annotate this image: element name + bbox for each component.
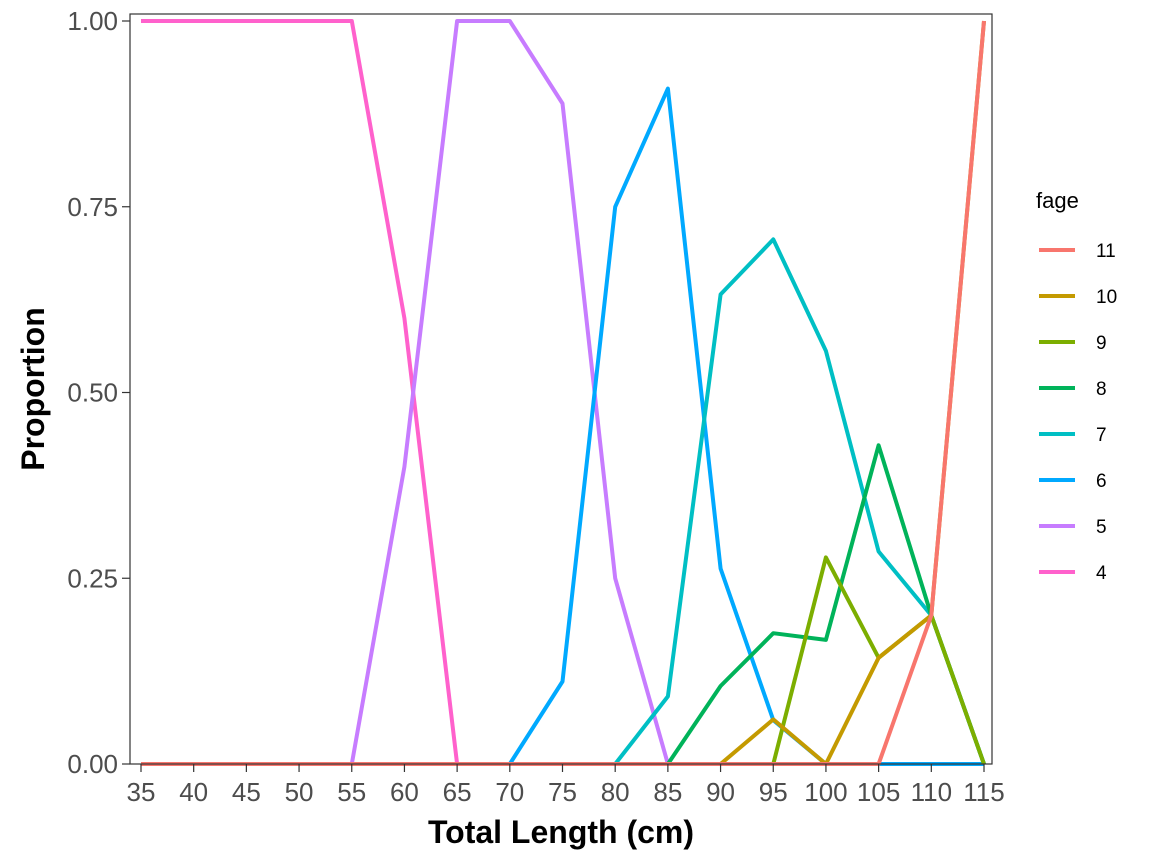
legend-item-9: 9 <box>1039 333 1107 354</box>
y-tick-label: 1.00 <box>67 6 118 36</box>
legend-label: 11 <box>1096 241 1116 262</box>
x-tick-label: 45 <box>232 777 261 807</box>
x-tick-label: 100 <box>804 777 847 807</box>
series-line-9 <box>141 555 986 766</box>
legend-item-11: 11 <box>1039 241 1116 262</box>
x-tick-label: 110 <box>911 777 952 807</box>
legend-label: 6 <box>1096 471 1107 492</box>
legend-label: 4 <box>1096 563 1107 584</box>
x-tick-label: 65 <box>443 777 472 807</box>
series-line-5 <box>141 19 984 766</box>
y-tick-label: 0.00 <box>67 749 118 779</box>
x-tick-label: 40 <box>179 777 208 807</box>
x-tick-label: 60 <box>390 777 419 807</box>
legend-item-8: 8 <box>1039 379 1107 400</box>
y-tick-label: 0.50 <box>67 378 118 408</box>
legend-item-6: 6 <box>1039 471 1107 492</box>
series-line-6 <box>141 86 984 766</box>
legend-label: 9 <box>1096 333 1107 354</box>
x-axis-title: Total Length (cm) <box>428 814 694 850</box>
legend-item-10: 10 <box>1039 287 1117 308</box>
legend-label: 8 <box>1096 379 1107 400</box>
x-tick-label: 105 <box>857 777 900 807</box>
x-tick-label: 115 <box>963 777 1004 807</box>
x-tick-label: 90 <box>706 777 735 807</box>
legend-title: fage <box>1036 188 1079 213</box>
legend-label: 7 <box>1096 425 1107 446</box>
y-tick-label: 0.25 <box>67 563 118 593</box>
plot-panel-border <box>129 13 993 765</box>
legend-item-7: 7 <box>1039 425 1107 446</box>
y-axis-title: Proportion <box>15 307 51 471</box>
x-tick-label: 85 <box>653 777 682 807</box>
x-tick-label: 95 <box>759 777 788 807</box>
legend-item-4: 4 <box>1039 563 1107 584</box>
legend: fage 11 10 9 8 7 6 5 4 <box>1036 188 1117 584</box>
series-line-8 <box>141 443 986 766</box>
series-line-11 <box>141 20 986 766</box>
legend-label: 5 <box>1096 517 1107 538</box>
y-tick-label: 0.75 <box>67 192 118 222</box>
series-lines <box>141 19 986 766</box>
x-tick-label: 75 <box>548 777 577 807</box>
x-tick-label: 35 <box>127 777 156 807</box>
legend-item-5: 5 <box>1039 517 1107 538</box>
x-axis: 35 40 45 50 55 60 65 70 75 80 85 90 95 100 105 110 115 <box>127 764 1005 807</box>
x-tick-label: 80 <box>601 777 630 807</box>
series-line-4 <box>141 19 984 766</box>
x-tick-label: 70 <box>495 777 524 807</box>
series-line-7 <box>141 237 986 766</box>
series-line-10 <box>141 20 986 766</box>
x-tick-label: 55 <box>337 777 366 807</box>
legend-label: 10 <box>1096 287 1117 308</box>
y-axis: 0.00 0.25 0.50 0.75 1.00 <box>67 6 130 779</box>
x-tick-label: 50 <box>285 777 314 807</box>
